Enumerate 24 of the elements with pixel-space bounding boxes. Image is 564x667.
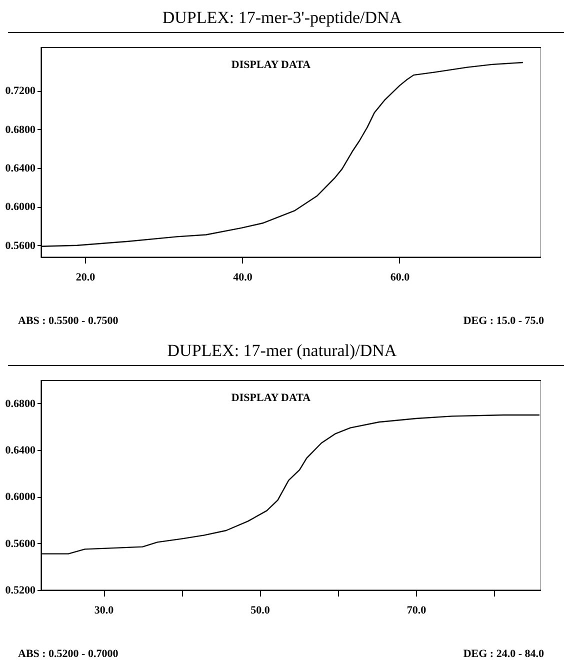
y-tick-label: 0.6800 bbox=[5, 124, 36, 136]
x-tick-label: 50.0 bbox=[250, 604, 270, 616]
y-tick-label: 0.5600 bbox=[5, 538, 36, 550]
y-tick-label: 0.5200 bbox=[5, 584, 36, 596]
annotation: DISPLAY DATA bbox=[231, 59, 311, 71]
x-tick-label: 20.0 bbox=[76, 272, 96, 284]
annotation: DISPLAY DATA bbox=[231, 392, 311, 404]
chart-title: DUPLEX: 17-mer (natural)/DNA bbox=[166, 340, 398, 362]
text: DEG : 15.0 - 75.0 bbox=[463, 315, 544, 327]
y-tick-label: 0.6000 bbox=[5, 491, 36, 504]
text: ABS : 0.5200 - 0.7000 bbox=[18, 648, 118, 660]
y-tick-label: 0.6800 bbox=[5, 398, 36, 410]
text: ABS : 0.5500 - 0.7500 bbox=[18, 315, 118, 327]
x-tick-label: 60.0 bbox=[390, 272, 410, 284]
chart-title: DUPLEX: 17-mer-3'-peptide/DNA bbox=[161, 7, 403, 29]
x-tick-label: 70.0 bbox=[406, 604, 427, 616]
y-tick-label: 0.6400 bbox=[5, 444, 36, 456]
x-tick-label: 40.0 bbox=[233, 272, 253, 284]
y-tick-label: 0.6400 bbox=[5, 162, 36, 174]
y-tick-label: 0.5600 bbox=[5, 240, 36, 252]
y-tick-label: 0.7200 bbox=[5, 85, 36, 98]
text: DEG : 24.0 - 84.0 bbox=[463, 648, 544, 660]
y-tick-label: 0.6000 bbox=[5, 201, 36, 214]
x-tick-label: 30.0 bbox=[94, 604, 114, 616]
